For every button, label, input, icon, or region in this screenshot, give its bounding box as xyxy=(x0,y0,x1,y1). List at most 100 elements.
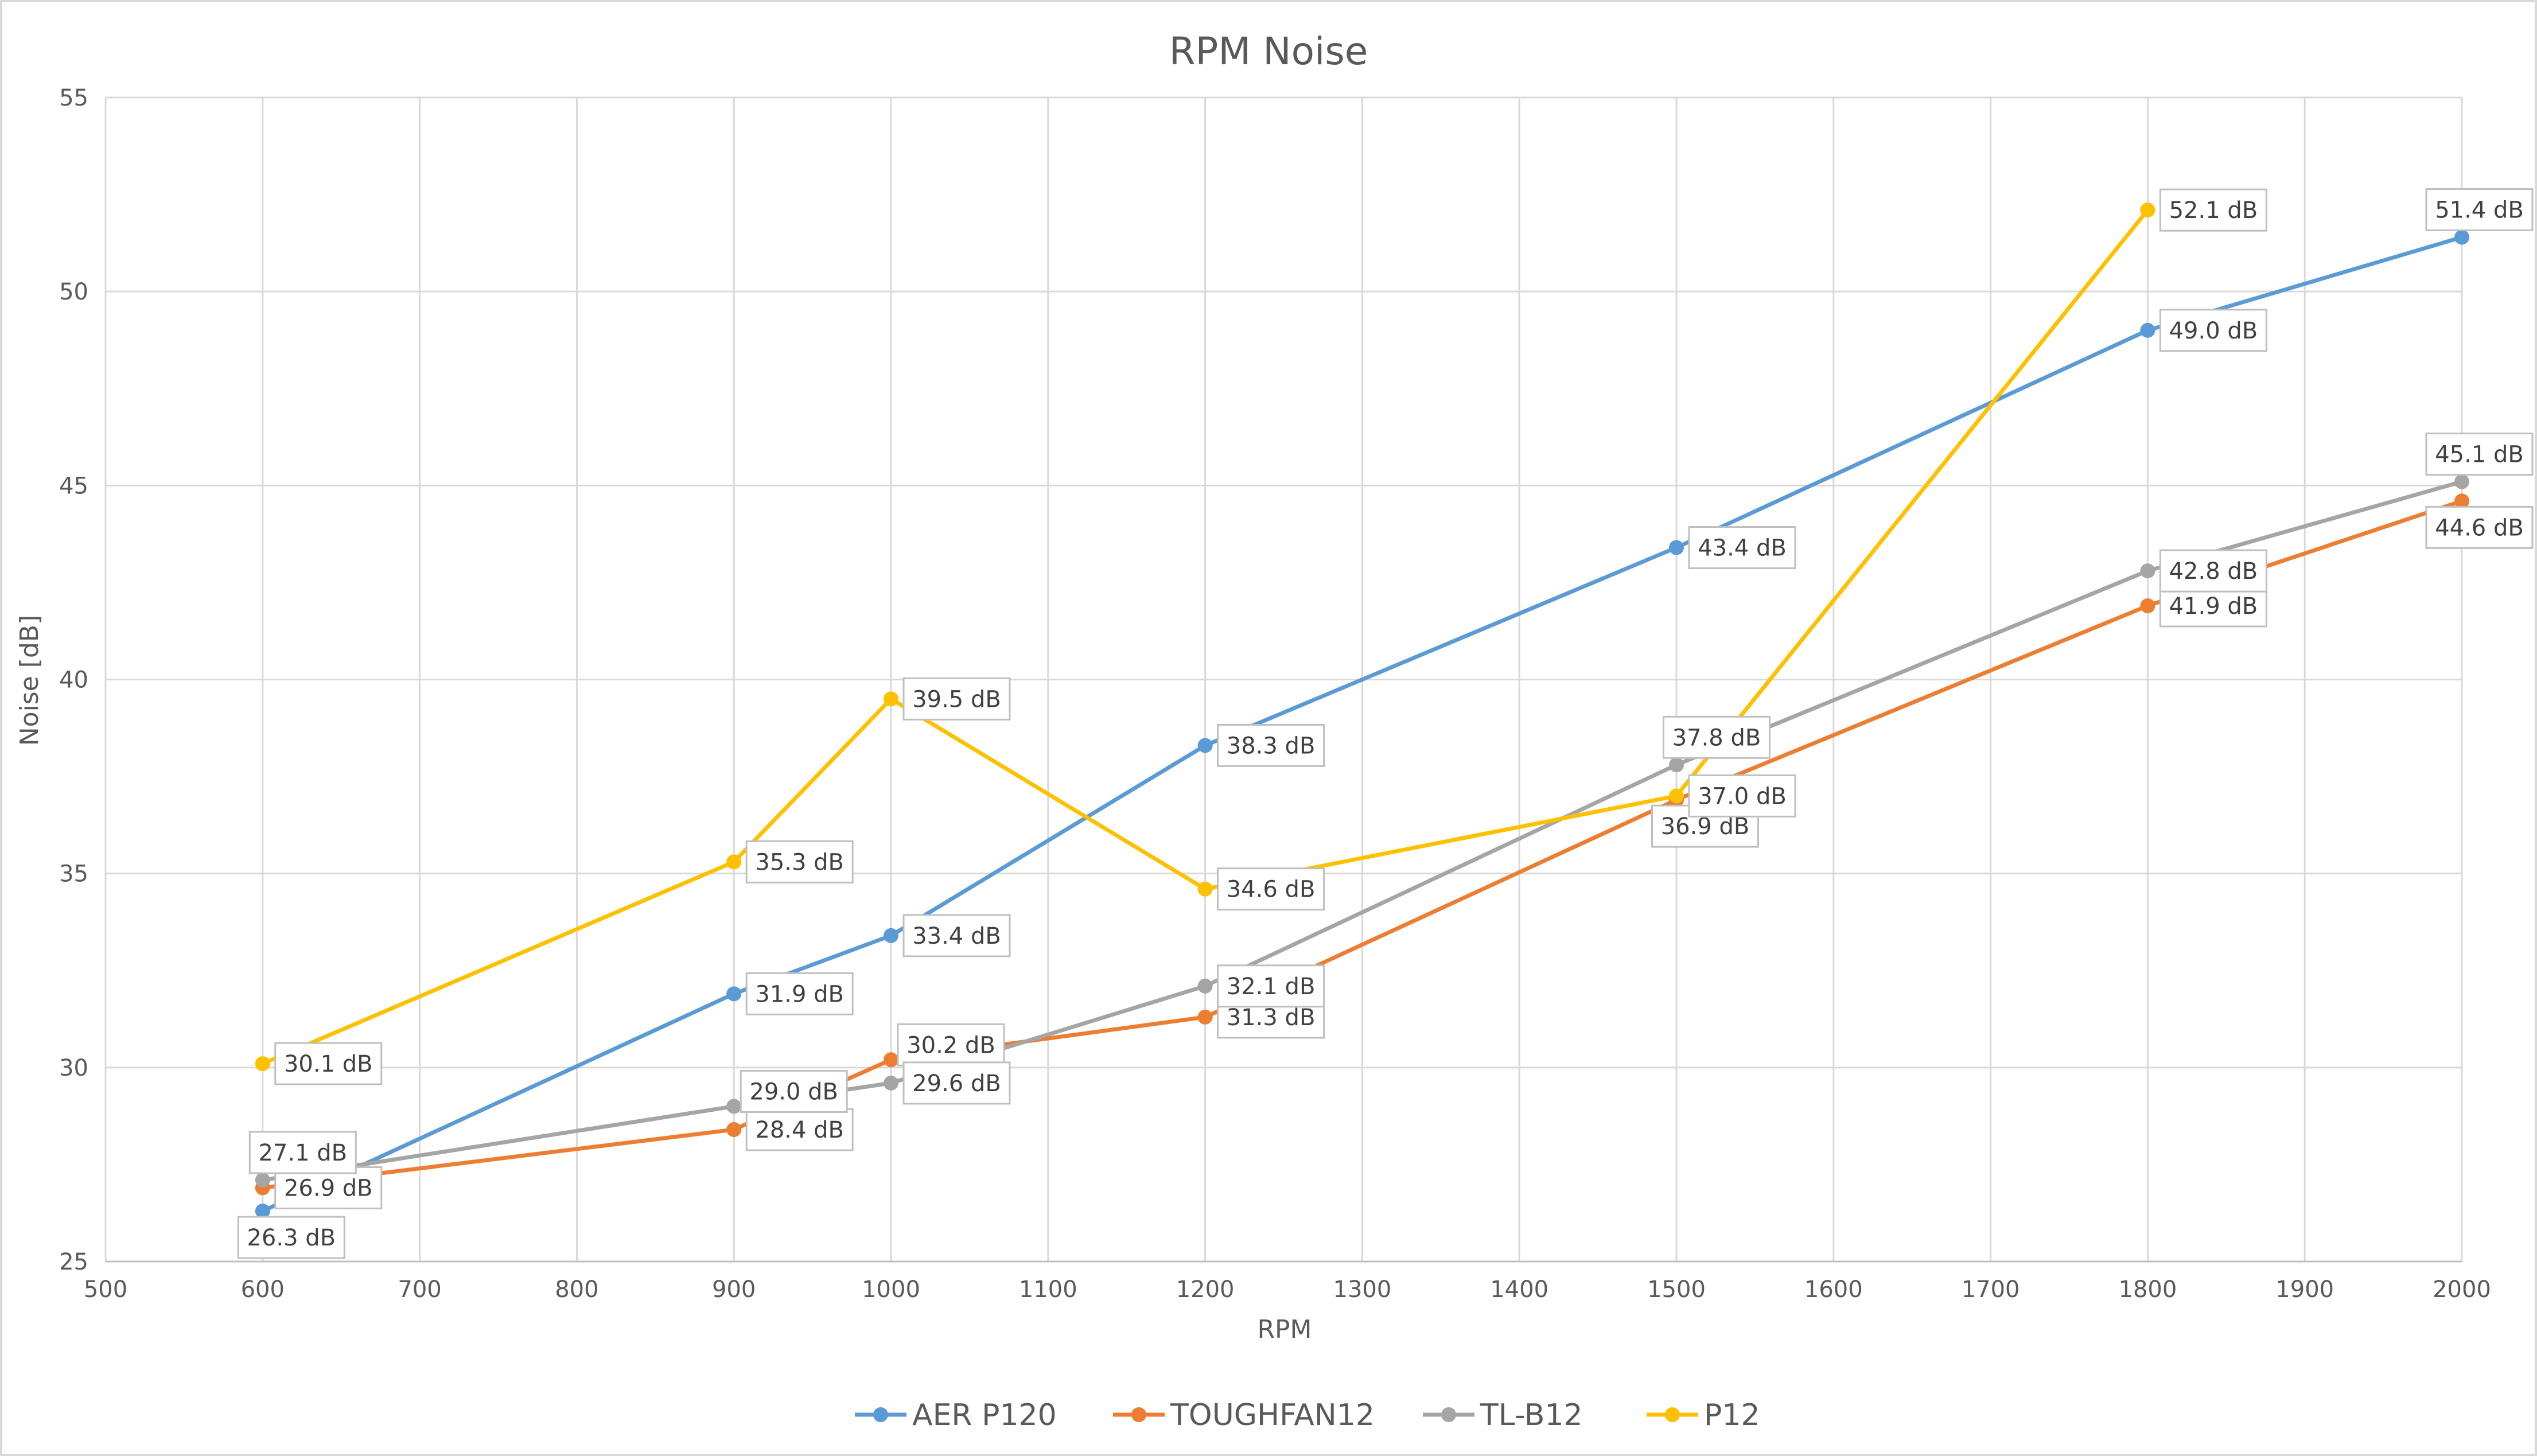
data-point xyxy=(2454,229,2469,245)
data-label: 26.9 dB xyxy=(274,1166,383,1209)
x-tick-label: 1400 xyxy=(1490,1276,1548,1303)
data-label: 37.0 dB xyxy=(1688,774,1796,817)
y-tick-label: 50 xyxy=(59,279,88,305)
data-label: 51.4 dB xyxy=(2425,188,2534,231)
data-point xyxy=(2140,563,2155,579)
x-tick-label: 1100 xyxy=(1019,1276,1077,1303)
data-label: 32.1 dB xyxy=(1217,964,1325,1008)
data-label-text: 44.6 dB xyxy=(2435,515,2524,541)
data-label-text: 27.1 dB xyxy=(258,1140,347,1166)
data-label: 29.0 dB xyxy=(740,1069,848,1113)
data-label: 27.1 dB xyxy=(248,1131,357,1174)
data-point xyxy=(884,691,898,707)
x-tick-label: 900 xyxy=(712,1276,756,1303)
data-label-box xyxy=(1663,715,1771,759)
data-label-text: 28.4 dB xyxy=(755,1117,844,1143)
y-tick-label: 30 xyxy=(59,1055,88,1081)
y-tick-label: 40 xyxy=(59,667,88,694)
data-label-text: 36.9 dB xyxy=(1661,813,1750,840)
data-label-box xyxy=(2159,549,2267,593)
x-tick-label: 1700 xyxy=(1962,1276,2020,1303)
data-point xyxy=(2140,203,2155,218)
data-label: 44.6 dB xyxy=(2425,505,2534,549)
data-label-text: 30.1 dB xyxy=(284,1051,373,1077)
data-label-box xyxy=(1217,867,1325,911)
grid xyxy=(104,96,2463,1263)
x-tick-label: 700 xyxy=(398,1276,441,1303)
data-label-text: 52.1 dB xyxy=(2169,197,2258,224)
data-label-text: 37.0 dB xyxy=(1698,783,1787,809)
data-label-box xyxy=(1688,774,1796,817)
legend-swatch-marker xyxy=(1441,1407,1456,1422)
data-point xyxy=(255,1204,270,1219)
data-label: 26.3 dB xyxy=(237,1216,345,1259)
data-label-text: 33.4 dB xyxy=(912,923,1001,949)
data-label-box xyxy=(1688,526,1796,570)
x-tick-label: 1300 xyxy=(1333,1276,1392,1303)
x-tick-label: 1900 xyxy=(2275,1276,2334,1303)
data-label-box xyxy=(2159,309,2267,352)
data-label-box xyxy=(902,1061,1011,1105)
data-point xyxy=(2140,322,2155,338)
legend-swatch-marker xyxy=(1131,1407,1146,1422)
data-label-text: 31.9 dB xyxy=(755,981,844,1007)
chart-title: RPM Noise xyxy=(1169,29,1368,73)
legend-swatch-marker xyxy=(1665,1407,1680,1422)
x-tick-label: 1800 xyxy=(2119,1276,2177,1303)
x-tick-label: 600 xyxy=(241,1276,285,1303)
legend-label: AER P120 xyxy=(912,1398,1057,1432)
data-point xyxy=(1669,540,1684,555)
data-label-text: 31.3 dB xyxy=(1227,1005,1316,1031)
legend-item: P12 xyxy=(1647,1398,1760,1432)
x-tick-label: 1000 xyxy=(862,1276,920,1303)
y-tick-label: 35 xyxy=(59,861,88,887)
x-tick-label: 500 xyxy=(84,1276,127,1303)
data-label-text: 38.3 dB xyxy=(1227,733,1316,759)
data-label-box xyxy=(237,1216,345,1259)
data-label: 31.9 dB xyxy=(745,972,854,1015)
data-label: 30.1 dB xyxy=(274,1042,383,1085)
data-point xyxy=(2454,493,2469,509)
data-label-text: 42.8 dB xyxy=(2169,558,2258,585)
data-point xyxy=(1669,788,1684,804)
data-label-box xyxy=(745,840,854,883)
data-label-box xyxy=(2425,505,2534,549)
data-label: 43.4 dB xyxy=(1688,526,1796,570)
data-label: 30.2 dB xyxy=(897,1023,1005,1066)
data-label-text: 41.9 dB xyxy=(2169,593,2258,620)
data-point xyxy=(1197,881,1213,897)
data-point xyxy=(255,1172,270,1188)
data-label: 35.3 dB xyxy=(745,840,854,883)
data-label-box xyxy=(902,914,1011,957)
series-markers xyxy=(255,203,2469,1219)
data-point xyxy=(1197,978,1213,994)
data-point xyxy=(884,1052,898,1068)
data-label-text: 43.4 dB xyxy=(1698,535,1787,562)
legend: AER P120 TOUGHFAN12 TL-B12 P12 xyxy=(855,1398,1760,1432)
legend-label: TOUGHFAN12 xyxy=(1170,1398,1375,1432)
data-point xyxy=(726,854,742,870)
data-label-box xyxy=(745,972,854,1015)
data-label-text: 37.8 dB xyxy=(1672,725,1761,751)
data-label-box xyxy=(2159,188,2267,232)
data-label-box xyxy=(2425,433,2534,476)
data-label-box xyxy=(274,1166,383,1209)
data-point xyxy=(2454,474,2469,489)
data-label: 36.9 dB xyxy=(1651,804,1759,848)
data-label-text: 34.6 dB xyxy=(1227,877,1316,903)
axis-ticks: 500 600 700 800 900 1000 1100 1200 1300 1400 1500 1… xyxy=(59,85,2491,1303)
data-label-box xyxy=(902,677,1011,721)
x-tick-label: 1200 xyxy=(1176,1276,1235,1303)
data-label-box xyxy=(1217,964,1325,1008)
data-label: 34.6 dB xyxy=(1217,867,1325,911)
legend-swatch-marker xyxy=(873,1407,888,1422)
x-tick-label: 1600 xyxy=(1804,1276,1863,1303)
y-tick-label: 45 xyxy=(59,473,88,499)
data-label-text: 45.1 dB xyxy=(2435,442,2524,468)
data-label-box xyxy=(274,1042,383,1085)
data-label-text: 49.0 dB xyxy=(2169,318,2258,344)
data-label-box xyxy=(248,1131,357,1174)
data-point xyxy=(884,928,898,943)
